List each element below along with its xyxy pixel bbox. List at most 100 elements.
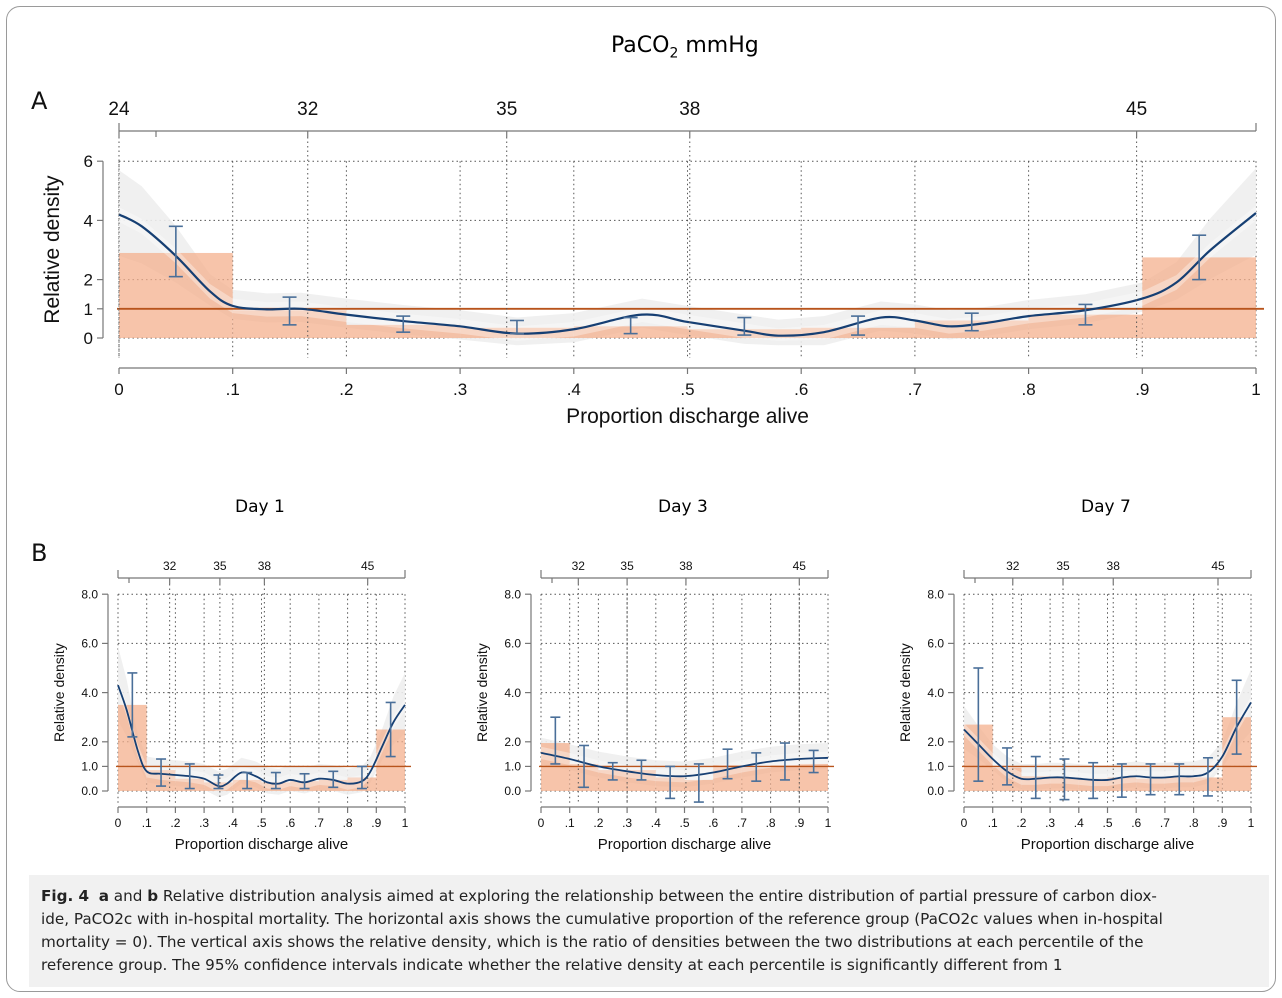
chart0-y-tick-label-1: 1 [84, 300, 93, 319]
chart3-x-tick-label-5: .5 [1102, 816, 1112, 830]
chart0-top-tick-label-0: 24 [108, 99, 130, 120]
chart3-top-tick-label-0: 32 [1006, 559, 1020, 573]
chart2-top-tick-label-2: 38 [679, 559, 693, 573]
chart2-x-tick-label-9: .9 [794, 816, 804, 830]
chart3-y-tick-label-2: 2.0 [927, 735, 944, 749]
chart3-x-tick-label-2: .2 [1016, 816, 1026, 830]
chart0-x-tick-label-10: 1 [1251, 380, 1260, 399]
chart1-top-tick-label-0: 32 [163, 559, 177, 573]
chart0-x-tick-label-9: .9 [1135, 380, 1149, 399]
chart2-y-tick-label-3: 4.0 [504, 686, 521, 700]
chart2-density-curve [540, 751, 829, 778]
chart1-xlabel: Proportion discharge alive [175, 836, 348, 853]
chart2-x-tick-label-4: .4 [651, 816, 661, 830]
panel-b-letter: B [31, 539, 48, 567]
chart3-y-tick-label-0: 0.0 [927, 784, 944, 798]
chart1-x-tick-label-7: .7 [314, 816, 324, 830]
chart0-x-tick-label-8: .8 [1022, 380, 1036, 399]
chart2-x-tick-label-10: 1 [825, 816, 832, 830]
chart0-top-tick-label-2: 35 [496, 99, 517, 120]
chart3-y-tick-label-4: 6.0 [927, 637, 944, 651]
chart2-x-tick-label-5: .5 [679, 816, 689, 830]
chart1-x-tick-label-6: .6 [285, 816, 295, 830]
caption-fig-label: Fig. 4 [41, 887, 90, 905]
chart2-y-tick-label-0: 0.0 [504, 784, 521, 798]
chart0-x-tick-label-6: .6 [794, 380, 808, 399]
chart3-x-tick-label-0: 0 [961, 816, 968, 830]
caption-b: b [147, 887, 159, 905]
chart0-x-tick-label-3: .3 [453, 380, 467, 399]
chart1-y-tick-label-2: 2.0 [81, 735, 98, 749]
chart0-density-curve [118, 212, 1257, 337]
chart2-x-tick-label-8: .8 [766, 816, 776, 830]
chart3-top-tick-label-3: 45 [1211, 559, 1225, 573]
chart0-x-tick-label-1: .1 [226, 380, 240, 399]
chart3-x-tick-label-9: .9 [1217, 816, 1227, 830]
chart1-x-tick-label-8: .8 [343, 816, 353, 830]
caption-line4: reference group. The 95% confidence inte… [41, 956, 1063, 974]
chart1-y-tick-label-3: 4.0 [81, 686, 98, 700]
chart0-top-tick-label-4: 45 [1126, 99, 1147, 120]
chart3-y-tick-label-1: 1.0 [927, 760, 944, 774]
chart0-top-tick-label-1: 32 [297, 99, 318, 120]
chart2-ylabel: Relative density [474, 643, 490, 742]
chart0-y-tick-label-0: 0 [84, 329, 93, 348]
chart2-top-tick-label-0: 32 [572, 559, 586, 573]
chart1-y-tick-label-5: 8.0 [81, 587, 98, 601]
chart3-x-tick-label-7: .7 [1160, 816, 1170, 830]
chart1-x-tick-label-9: .9 [371, 816, 381, 830]
chart0-ylabel: Relative density [41, 175, 64, 324]
chart1-top-tick-label-2: 38 [258, 559, 272, 573]
day7-title: Day 7 [1081, 497, 1131, 517]
chart2-x-tick-label-0: 0 [538, 816, 545, 830]
chart3-x-tick-label-4: .4 [1074, 816, 1084, 830]
chart0-xlabel: Proportion discharge alive [566, 405, 809, 428]
chart2-x-tick-label-7: .7 [737, 816, 747, 830]
day1-title: Day 1 [235, 497, 285, 517]
chart3-x-tick-label-1: .1 [988, 816, 998, 830]
caption-line3: mortality = 0). The vertical axis shows … [41, 933, 1144, 951]
chart0-top-tick-label-3: 38 [679, 99, 700, 120]
chart0-ci-band [119, 168, 1256, 346]
chart2-x-tick-label-3: .3 [622, 816, 632, 830]
chart2-y-tick-label-2: 2.0 [504, 735, 521, 749]
chart3-ylabel: Relative density [897, 643, 913, 742]
chart2-x-tick-label-1: .1 [565, 816, 575, 830]
chart0-y-tick-label-3: 4 [84, 211, 93, 230]
caption-a: a [98, 887, 109, 905]
chart0-x-tick-label-0: 0 [114, 380, 123, 399]
chart1-density-curve [117, 684, 406, 788]
day3-title: Day 3 [658, 497, 708, 517]
chart0-x-tick-label-5: .5 [680, 380, 694, 399]
chart2-x-tick-label-2: .2 [593, 816, 603, 830]
chart2-top-tick-label-1: 35 [620, 559, 634, 573]
chart0-y-tick-label-2: 2 [84, 271, 93, 290]
chart1-x-tick-label-2: .2 [170, 816, 180, 830]
chart3-y-tick-label-5: 8.0 [927, 587, 944, 601]
chart0-y-tick-label-4: 6 [84, 152, 93, 171]
caption-line1: Relative distribution analysis aimed at … [158, 887, 1157, 905]
chart1-y-tick-label-0: 0.0 [81, 784, 98, 798]
chart0-x-tick-label-2: .2 [339, 380, 353, 399]
chart1-x-tick-label-10: 1 [402, 816, 409, 830]
chart3-x-tick-label-10: 1 [1248, 816, 1255, 830]
figure-caption: Fig. 4 a and b Relative distribution ana… [29, 875, 1269, 987]
figure-card: PaCO2 mmHg A B Day 1 Day 3 Day 7 0 1 2 4 6 Re… [6, 6, 1276, 992]
chart3-top-tick-label-1: 35 [1056, 559, 1070, 573]
chart3-y-tick-label-3: 4.0 [927, 686, 944, 700]
caption-and: and [108, 887, 148, 905]
chart2-y-tick-label-5: 8.0 [504, 587, 521, 601]
caption-line2: ide, PaCO2c with in-hospital mortality. … [41, 910, 1163, 928]
chart3-top-tick-label-2: 38 [1107, 559, 1121, 573]
chart3-density-curve [963, 701, 1252, 782]
chart1-x-tick-label-4: .4 [228, 816, 238, 830]
chart1-y-tick-label-1: 1.0 [81, 760, 98, 774]
chart3-x-tick-label-8: .8 [1189, 816, 1199, 830]
chart1-x-tick-label-3: .3 [199, 816, 209, 830]
chart1-y-tick-label-4: 6.0 [81, 637, 98, 651]
chart1-x-tick-label-5: .5 [256, 816, 266, 830]
chart1-top-tick-label-1: 35 [213, 559, 227, 573]
chart0-x-tick-label-7: .7 [908, 380, 922, 399]
chart2-y-tick-label-4: 6.0 [504, 637, 521, 651]
